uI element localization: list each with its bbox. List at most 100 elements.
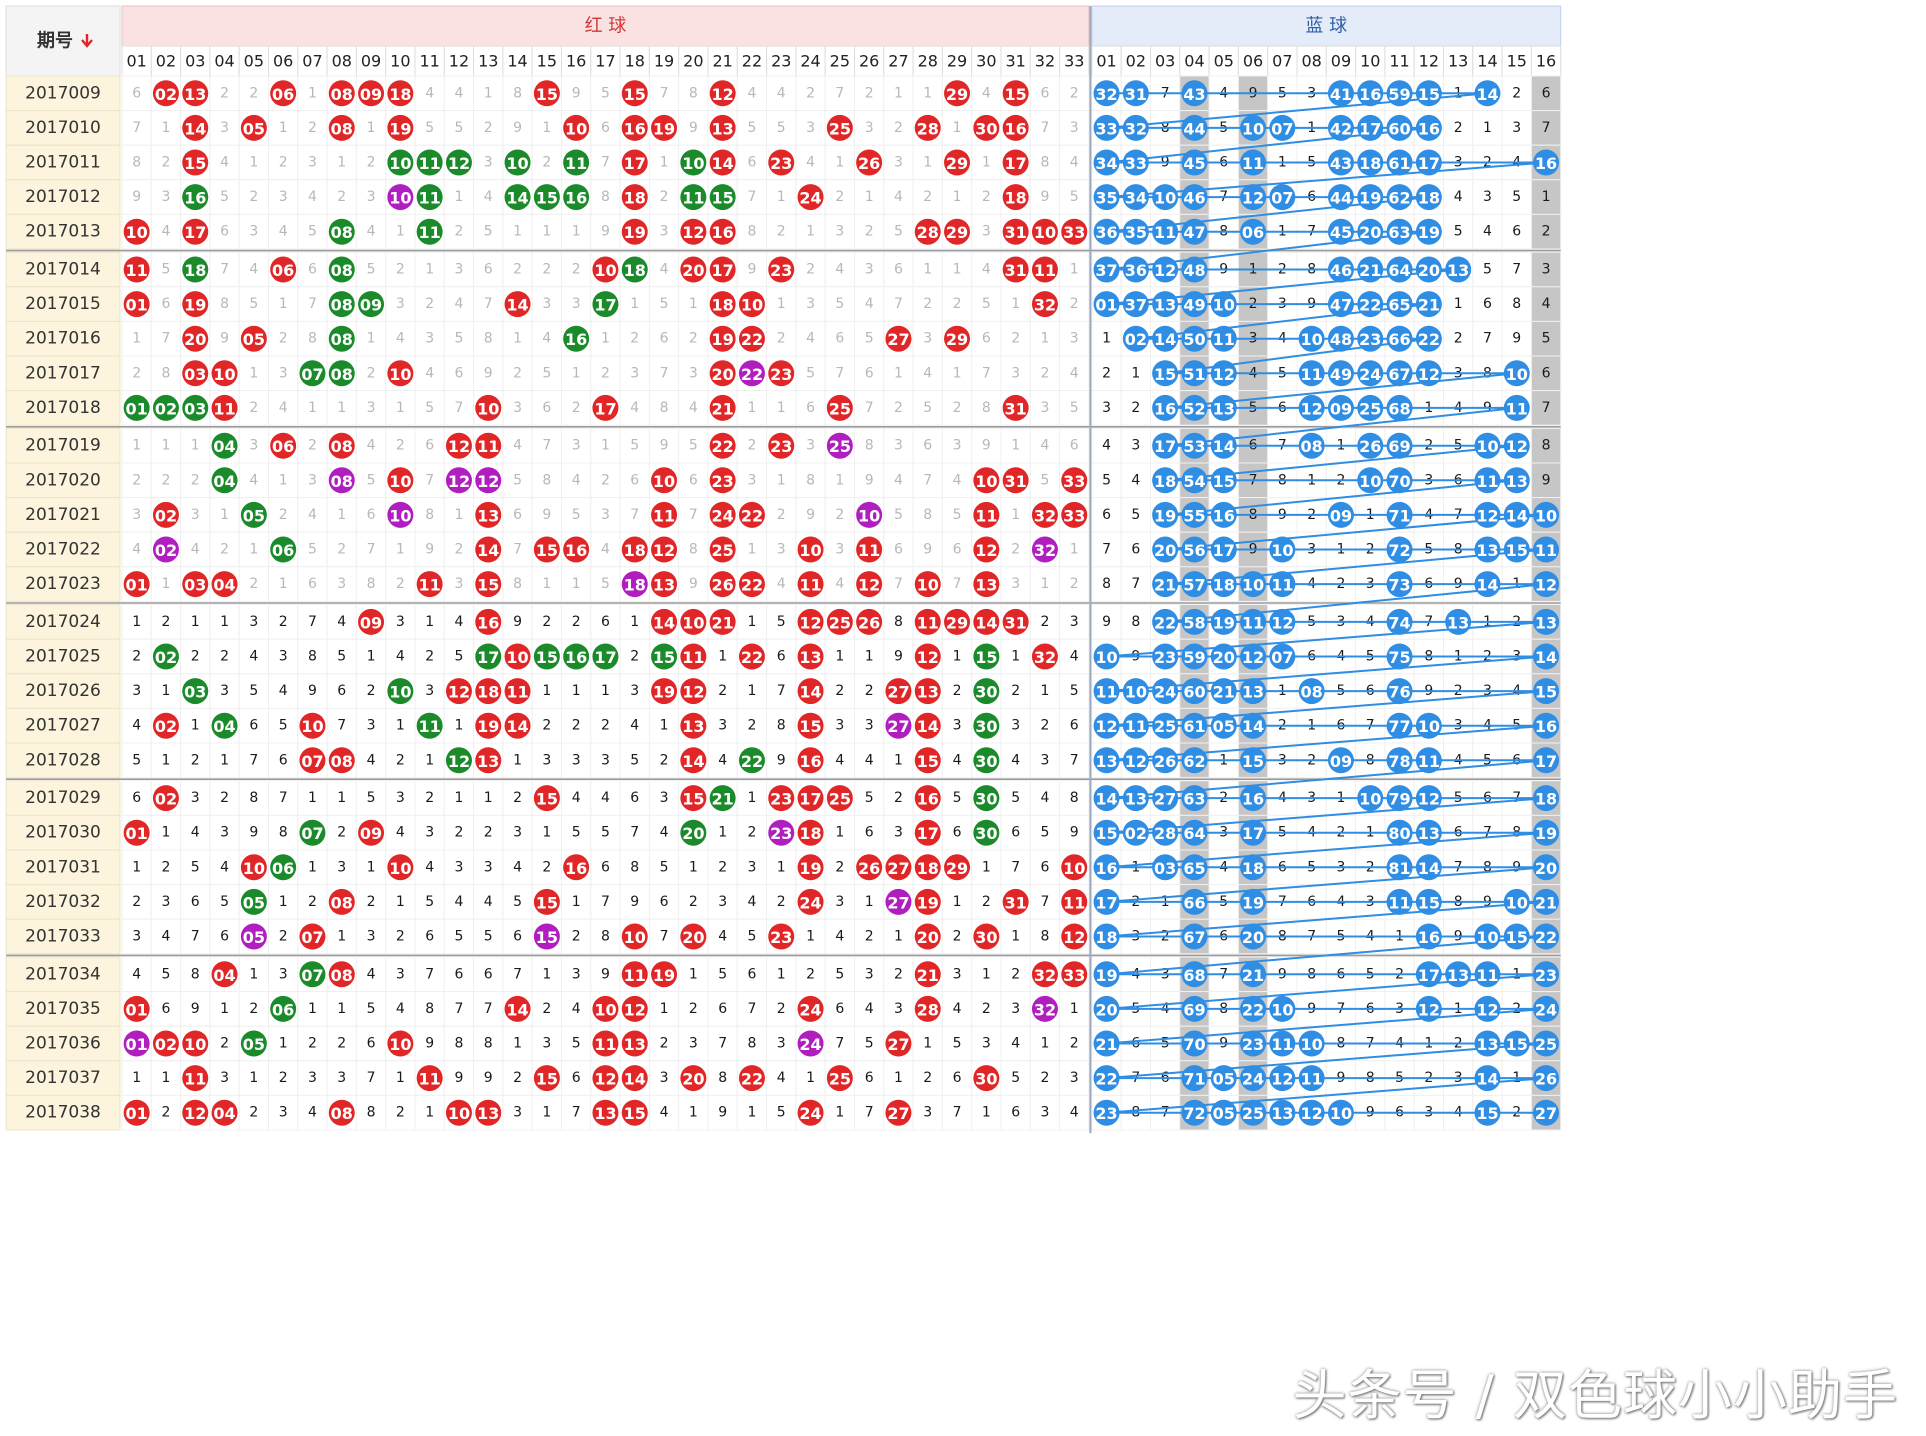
red-miss-count: 7 [220,262,229,278]
blue-miss-count: 2 [1542,224,1551,240]
red-miss-count: 8 [513,576,522,592]
blue-ball-number: 14 [1476,85,1498,104]
red-miss-count: 5 [630,438,639,454]
red-miss-count: 4 [660,262,669,278]
blue-ball-number: 14 [1476,576,1498,595]
red-miss-count: 7 [660,85,669,101]
red-miss-count: 2 [337,542,346,558]
blue-miss-count: 7 [1512,262,1521,278]
arrow-down-icon[interactable] [81,34,93,48]
red-ball-number: 13 [975,576,997,595]
red-miss-count: 9 [777,752,786,768]
red-miss-count: 1 [1070,1001,1079,1017]
red-miss-count: 9 [454,1070,463,1086]
red-miss-count: 3 [161,894,170,910]
blue-ball-number: 42 [1330,119,1352,138]
red-ball-title: 红 球 [585,16,627,37]
red-cell [209,144,240,181]
red-miss-count: 9 [484,1070,493,1086]
red-miss-count: 3 [279,966,288,982]
red-miss-count: 5 [923,400,932,416]
red-ball-number: 08 [331,119,353,138]
red-miss-count: 9 [982,438,991,454]
red-ball-number: 10 [682,154,704,173]
period-value: 2017030 [25,823,101,843]
red-miss-count: 1 [982,859,991,875]
red-ball-number: 12 [1063,928,1085,947]
red-miss-count: 9 [689,576,698,592]
red-ball-number: 29 [946,223,968,242]
red-cell [268,110,299,146]
blue-ball-number: 66 [1388,330,1410,349]
red-ball-header [121,5,1090,47]
red-ball-number: 18 [917,859,939,878]
red-miss-count: 2 [279,507,288,523]
red-miss-count: 2 [660,189,669,205]
red-ball-number: 14 [506,189,528,208]
red-ball-number: 11 [506,683,528,702]
red-miss-count: 4 [1040,438,1049,454]
red-ball-number: 01 [126,1000,148,1019]
red-miss-count: 2 [279,155,288,171]
red-ball-number: 05 [243,506,265,525]
red-miss-count: 3 [923,1105,932,1121]
red-miss-count: 8 [1070,790,1079,806]
red-miss-count: 1 [572,683,581,699]
red-ball-number: 14 [506,296,528,315]
blue-ball-number: 23 [1535,966,1557,985]
red-cell [1059,144,1090,181]
red-ball-number: 05 [243,119,265,138]
period-header-label[interactable]: 期号 [37,31,73,52]
blue-ball-number: 18 [1154,472,1176,491]
red-ball [240,114,267,141]
blue-ball-number: 10 [1301,330,1323,349]
blue-cell [1501,213,1532,250]
blue-ball-number: 11 [1476,966,1498,985]
red-cell [297,75,328,112]
red-miss-count: 5 [367,1001,376,1017]
period-value: 2017021 [25,505,101,525]
blue-ball-number: 59 [1388,85,1410,104]
red-ball-number: 10 [975,472,997,491]
red-miss-count: 1 [689,966,698,982]
red-miss-count: 1 [425,262,434,278]
red-ball-number: 09 [360,85,382,104]
blue-column-number: 02 [1126,52,1146,71]
red-ball-number: 02 [155,541,177,560]
blue-miss-count: 8 [1512,296,1521,312]
blue-column-number: 05 [1214,52,1234,71]
red-ball-number: 11 [419,717,441,736]
red-miss-count: 9 [132,189,141,205]
red-miss-count: 4 [1070,649,1079,665]
red-ball-number: 20 [184,330,206,349]
red-miss-count: 9 [513,120,522,136]
red-ball-number: 16 [799,752,821,771]
red-ball-number: 13 [477,506,499,525]
red-ball-number: 18 [624,261,646,280]
red-ball-number: 10 [594,261,616,280]
red-miss-count: 8 [630,859,639,875]
period-value: 2017036 [25,1034,101,1054]
red-miss-count: 2 [542,262,551,278]
blue-ball-number: 71 [1183,1070,1205,1089]
blue-ball-number: 13 [1535,613,1557,632]
blue-ball-number: 21 [1154,576,1176,595]
red-miss-count: 3 [249,224,258,240]
red-ball [445,149,472,176]
red-miss-count: 7 [249,752,258,768]
red-miss-count: 4 [425,859,434,875]
red-miss-count: 9 [865,472,874,488]
red-miss-count: 1 [660,1001,669,1017]
blue-ball-number: 11 [1271,576,1293,595]
red-ball-number: 22 [741,648,763,667]
red-miss-count: 6 [1011,825,1020,841]
blue-ball-number: 17 [1095,893,1117,912]
blue-ball-number: 13 [1476,1035,1498,1054]
blue-ball-number: 10 [1506,365,1528,384]
red-miss-count: 5 [484,224,493,240]
red-miss-count: 6 [220,929,229,945]
red-miss-count: 1 [747,790,756,806]
red-cell [590,213,621,250]
red-miss-count: 2 [249,1001,258,1017]
red-miss-count: 1 [953,649,962,665]
